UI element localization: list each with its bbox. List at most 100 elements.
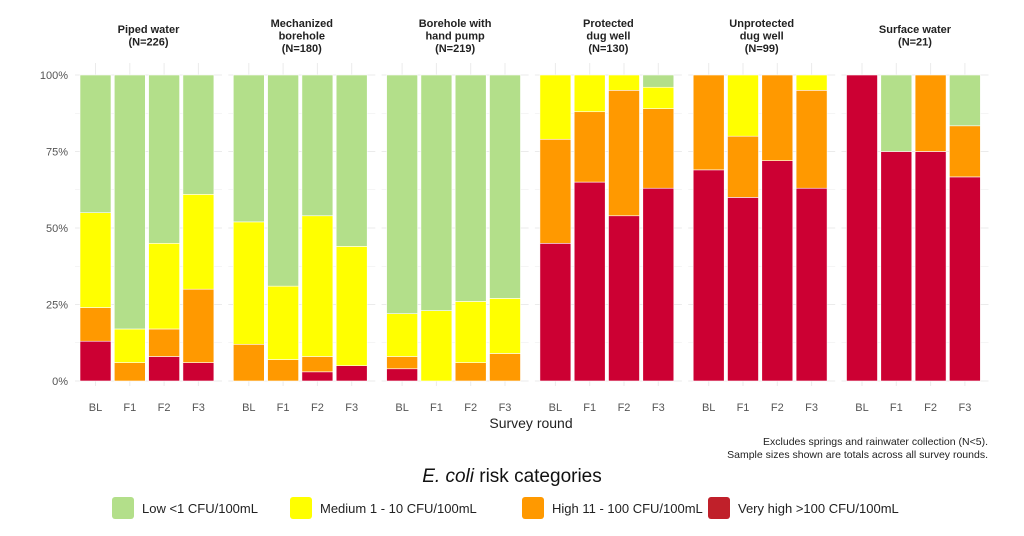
x-tick-label: F3 (958, 402, 971, 414)
facet-title: (N=219) (435, 43, 475, 55)
bar-segment-high (114, 362, 146, 382)
bar-segment-very-high (79, 340, 112, 382)
bar-segment-high (301, 356, 334, 373)
legend-swatch (290, 497, 312, 519)
bar-segment-very-high (386, 368, 418, 382)
bar-segment-low (233, 74, 265, 223)
bar-segment-medium (539, 74, 572, 140)
bar-segment-very-high (642, 187, 675, 382)
legend-label: Medium 1 - 10 CFU/100mL (320, 501, 477, 516)
x-tick-label: F2 (618, 402, 631, 414)
facet-title: (N=130) (588, 43, 628, 55)
facet-title: (N=21) (898, 37, 932, 49)
x-tick-label: F3 (345, 402, 358, 414)
bar-segment-low (949, 74, 981, 127)
x-tick-label: F1 (737, 402, 750, 414)
legend-swatch (112, 497, 134, 519)
x-tick-label: F3 (805, 402, 818, 414)
legend-title-rest: risk categories (474, 466, 602, 487)
legend-label: Low <1 CFU/100mL (142, 501, 258, 516)
x-tick-label: BL (89, 402, 102, 414)
bar-segment-high (386, 356, 418, 370)
facet-title: (N=226) (128, 37, 168, 49)
bar-segment-very-high (914, 151, 947, 382)
facet-title: Surface water (879, 24, 952, 36)
bar-segment-medium (233, 221, 265, 345)
legend-label: High 11 - 100 CFU/100mL (552, 501, 703, 516)
x-tick-label: F3 (499, 402, 512, 414)
x-tick-label: F3 (192, 402, 205, 414)
bar-segment-high (148, 328, 180, 357)
bar-segment-high (233, 343, 265, 382)
bar-segment-high (914, 74, 947, 152)
x-tick-label: BL (242, 402, 255, 414)
caption-note: Excludes springs and rainwater collectio… (763, 436, 988, 448)
bar-segment-high (454, 362, 487, 382)
x-tick-label: F1 (123, 402, 136, 414)
bar-segment-medium (301, 215, 334, 357)
x-tick-label: BL (549, 402, 562, 414)
legend-label: Very high >100 CFU/100mL (738, 501, 899, 516)
y-tick-label: 0% (52, 376, 68, 388)
bar-segment-medium (386, 313, 418, 357)
bar-segment-very-high (727, 197, 759, 382)
bar-segment-medium (727, 74, 759, 137)
bar-segment-medium (608, 74, 640, 91)
legend-title: E. coli risk categories (422, 466, 602, 487)
bar-segment-low (182, 74, 215, 195)
bar-segment-medium (182, 194, 215, 290)
bar-segment-high (761, 74, 794, 161)
x-tick-label: F1 (583, 402, 596, 414)
bar-segment-very-high (949, 176, 981, 382)
x-tick-label: BL (855, 402, 868, 414)
bar-segment-low (420, 74, 453, 311)
bar-segment-very-high (608, 215, 640, 382)
facet-title: dug well (740, 31, 784, 43)
facet-title: Mechanized (271, 18, 333, 30)
legend-swatch (708, 497, 730, 519)
bar-segment-medium (642, 86, 675, 109)
y-tick-label: 25% (46, 300, 68, 312)
facet-title: Protected (583, 18, 634, 30)
bar-segment-high (573, 111, 606, 183)
bar-segment-very-high (539, 243, 572, 382)
bar-segment-very-high (795, 187, 828, 382)
x-tick-label: F2 (311, 402, 324, 414)
x-axis-title: Survey round (489, 415, 572, 431)
bar-segment-low (148, 74, 180, 244)
x-tick-label: BL (702, 402, 715, 414)
bar-segment-high (539, 138, 572, 244)
bar-segment-high (267, 359, 299, 382)
x-tick-label: F2 (924, 402, 937, 414)
caption-note: Sample sizes shown are totals across all… (727, 449, 988, 461)
x-tick-label: F3 (652, 402, 665, 414)
bar-segment-high (489, 353, 521, 382)
bar-segment-medium (489, 298, 521, 354)
bar-segment-medium (573, 74, 606, 113)
legend-title-italic: E. coli (422, 466, 475, 487)
bar-segment-very-high (846, 74, 878, 382)
x-tick-label: F1 (890, 402, 903, 414)
bar-segment-high (182, 288, 215, 363)
bar-segment-low (267, 74, 299, 287)
bar-segment-very-high (182, 362, 215, 382)
bar-segment-low (301, 74, 334, 217)
x-tick-label: F2 (464, 402, 477, 414)
facet-title: Piped water (118, 24, 180, 36)
bar-segment-high (79, 307, 112, 342)
bar-segment-medium (148, 243, 180, 330)
bar-segment-high (608, 90, 640, 217)
bar-segment-very-high (692, 169, 725, 382)
facet-title: hand pump (425, 31, 485, 43)
bar-segment-medium (114, 328, 146, 363)
bar-segment-high (727, 135, 759, 198)
x-tick-label: F2 (771, 402, 784, 414)
facet-title: dug well (586, 31, 630, 43)
x-tick-label: F2 (158, 402, 171, 414)
bar-segment-very-high (335, 365, 368, 382)
bar-segment-medium (454, 301, 487, 363)
bar-segment-very-high (573, 181, 606, 382)
bar-segment-very-high (880, 151, 913, 382)
bar-segment-very-high (301, 371, 334, 382)
